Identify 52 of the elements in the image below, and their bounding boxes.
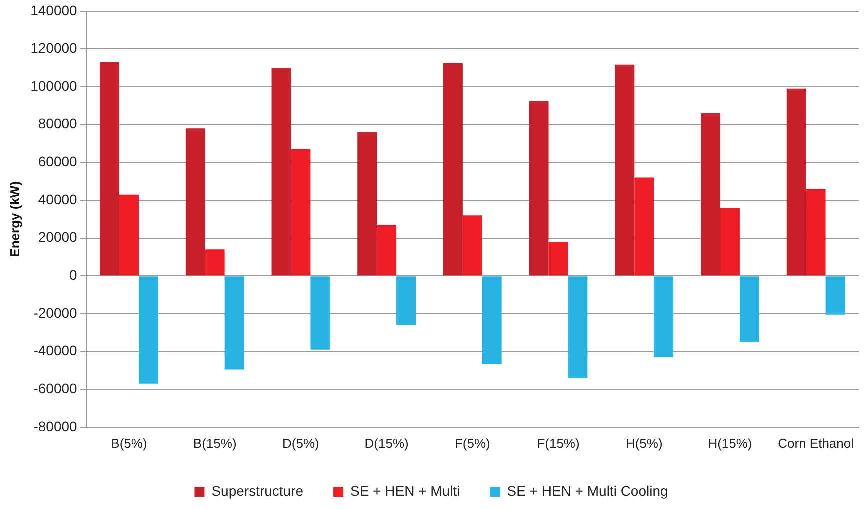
x-tick-label: H(5%): [626, 436, 663, 451]
bar: [720, 208, 740, 276]
bar: [786, 88, 806, 276]
bar: [568, 276, 588, 378]
bar: [224, 276, 244, 370]
x-tick-label: B(15%): [193, 436, 237, 451]
y-tick-label: 100000: [30, 78, 78, 94]
y-tick-label: 80000: [38, 116, 78, 132]
x-tick-label: B(5%): [111, 436, 148, 451]
bar: [310, 276, 330, 350]
bar: [826, 276, 846, 315]
bar: [740, 276, 760, 342]
bar: [443, 63, 463, 276]
bar: [100, 62, 120, 276]
y-tick-label: 120000: [30, 40, 78, 56]
legend-label: SE + HEN + Multi: [350, 482, 460, 499]
bar: [548, 242, 568, 276]
y-tick-label: 20000: [38, 229, 78, 246]
x-tick-label: D(15%): [364, 436, 409, 451]
x-tick-label: F(5%): [454, 436, 490, 451]
y-tick-label: -80000: [34, 418, 78, 434]
y-tick-label: -40000: [34, 342, 78, 359]
bar: [615, 64, 635, 276]
bar: [701, 114, 720, 276]
x-tick-label: Corn Ethanol: [778, 436, 854, 451]
bar: [120, 194, 139, 276]
bar: [186, 128, 206, 276]
bar: [654, 276, 674, 358]
bar: [529, 101, 549, 276]
legend-label: Superstructure: [212, 482, 304, 499]
bar: [291, 149, 311, 276]
bar: [462, 216, 482, 276]
bar: [138, 276, 158, 384]
y-tick-label: 60000: [38, 154, 78, 170]
y-tick-label: 40000: [38, 191, 78, 208]
y-tick-label: -60000: [34, 380, 78, 396]
bar: [377, 225, 397, 276]
bar: [396, 276, 416, 326]
bar: [482, 276, 502, 364]
y-tick-label: -20000: [34, 304, 78, 321]
bar: [634, 178, 654, 276]
bar: [358, 132, 378, 276]
legend-label: SE + HEN + Multi Cooling: [507, 482, 668, 499]
y-axis-title: Energy (kW): [7, 181, 22, 258]
x-tick-label: F(15%): [537, 436, 580, 451]
x-tick-label: D(5%): [282, 436, 320, 451]
bar: [205, 250, 225, 276]
y-tick-label: 140000: [30, 2, 78, 18]
bar: [806, 189, 826, 276]
y-tick-label: 0: [70, 266, 78, 283]
x-tick-label: H(15%): [708, 436, 752, 451]
bar: [272, 68, 292, 276]
